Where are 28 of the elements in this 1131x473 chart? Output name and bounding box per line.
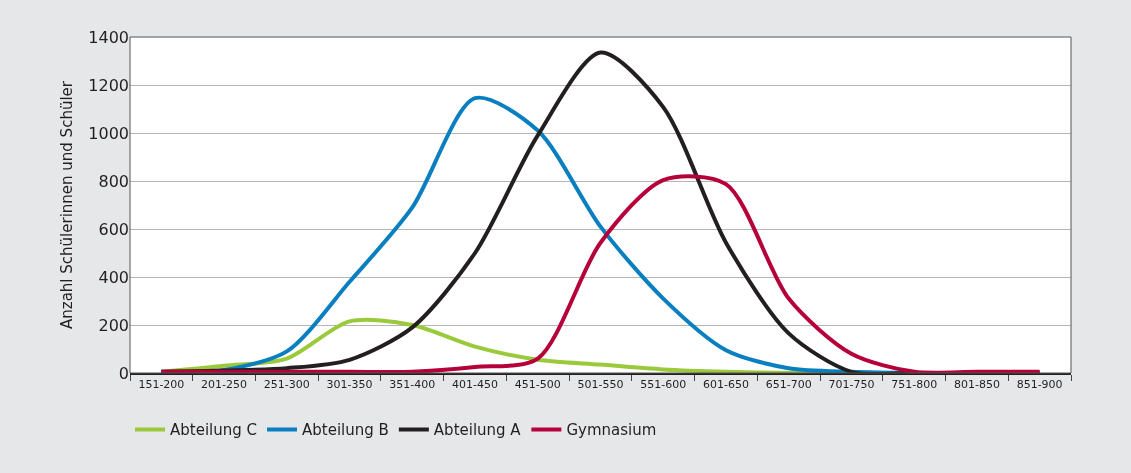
x-tick-label: 251-300: [263, 377, 310, 391]
y-tick-label: 1200: [88, 75, 129, 95]
x-tick-label: 501-550: [577, 377, 624, 391]
y-tick-label: 1400: [88, 27, 129, 47]
legend-label: Abteilung A: [433, 421, 522, 440]
y-tick-label: 0: [118, 363, 129, 383]
x-tick-label: 301-350: [326, 377, 373, 391]
y-tick-label: 1000: [88, 123, 129, 143]
legend-label: Abteilung B: [302, 421, 389, 440]
y-tick-label: 200: [98, 315, 129, 335]
x-tick-label: 601-650: [702, 377, 749, 391]
x-tick-label: 751-800: [891, 377, 938, 391]
x-tick-label: 651-700: [765, 377, 812, 391]
x-tick-label: 351-400: [389, 377, 436, 391]
y-tick-label: 400: [98, 267, 129, 287]
y-tick-label: 800: [98, 171, 129, 191]
x-tick-label: 401-450: [452, 377, 499, 391]
x-tick-label: 851-900: [1016, 377, 1063, 391]
x-tick-label: 551-600: [640, 377, 687, 391]
x-tick-label: 701-750: [828, 377, 875, 391]
x-tick-label: 801-850: [953, 377, 1000, 391]
y-tick-label: 600: [98, 219, 129, 239]
x-tick-label: 151-200: [138, 377, 185, 391]
legend-label: Gymnasium: [566, 421, 657, 440]
x-tick-label: 201-250: [201, 377, 248, 391]
x-tick-label: 451-500: [514, 377, 561, 391]
legend-label: Abteilung C: [170, 421, 258, 440]
y-axis-title: Anzahl Schülerinnen und Schüler: [57, 80, 76, 329]
